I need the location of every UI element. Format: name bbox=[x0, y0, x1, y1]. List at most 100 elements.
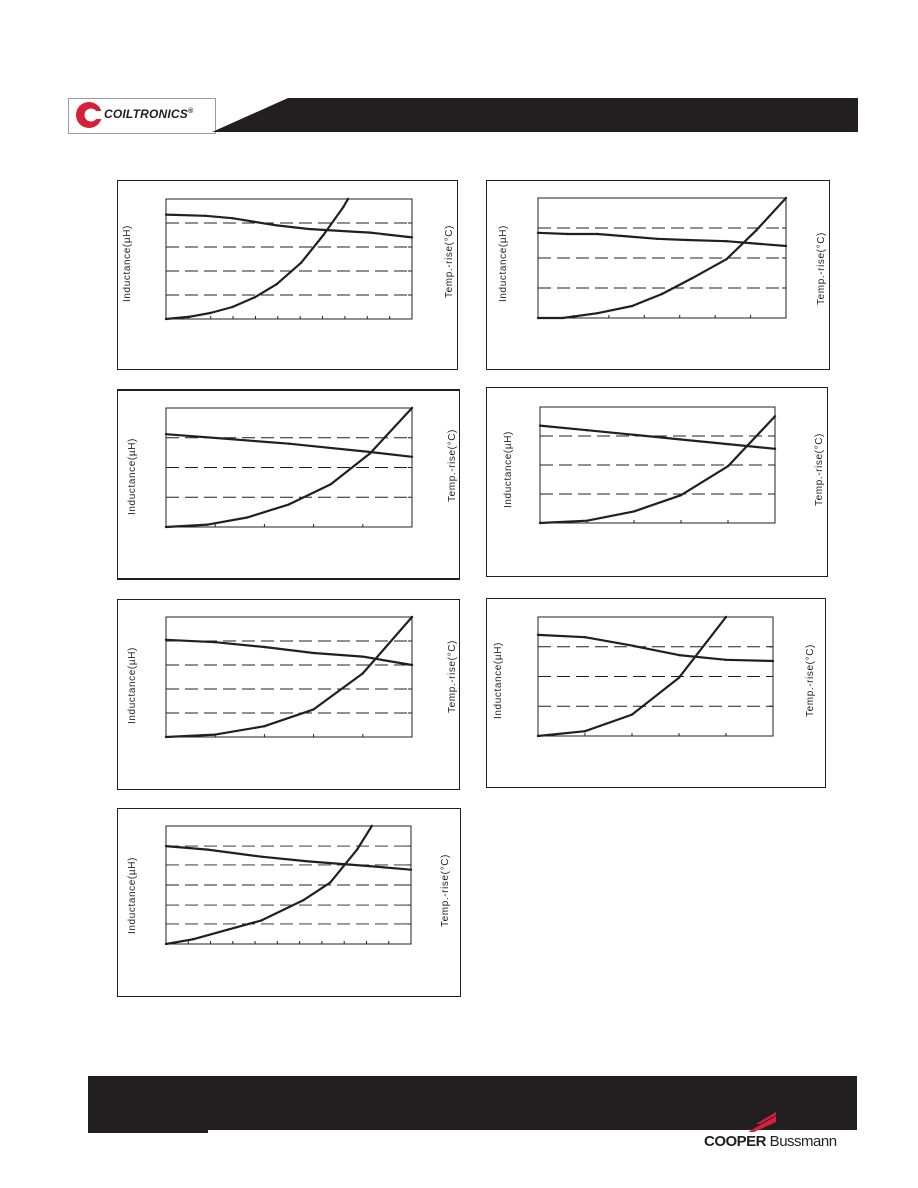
inductance-point bbox=[164, 213, 168, 216]
inductance-point bbox=[410, 236, 414, 239]
chart-panel-1: Inductance(µH) Temp.-rise(°C) bbox=[117, 180, 458, 370]
chart-panel-4: Inductance(µH) Temp.-rise(°C) bbox=[486, 387, 828, 577]
temperature-point bbox=[583, 730, 587, 733]
chart-panel-2: Inductance(µH) Temp.-rise(°C) bbox=[486, 180, 830, 370]
inductance-point bbox=[725, 240, 728, 243]
inductance-point bbox=[204, 214, 207, 217]
temperature-point bbox=[536, 316, 540, 320]
temperature-point bbox=[214, 733, 217, 736]
y2-axis-label: Temp.-rise(°C) bbox=[816, 232, 827, 305]
inductance-curve bbox=[537, 633, 774, 663]
inductance-point bbox=[410, 455, 414, 458]
footer-banner bbox=[88, 1076, 857, 1130]
inductance-point bbox=[410, 663, 414, 667]
temperature-point bbox=[355, 848, 359, 851]
inductance-curve bbox=[165, 638, 413, 667]
temperature-point bbox=[312, 708, 315, 711]
temperature-point bbox=[538, 521, 542, 525]
inductance-point bbox=[538, 424, 542, 427]
temperature-point bbox=[209, 311, 212, 315]
temperature-point bbox=[690, 277, 693, 280]
y-axis-label: Inductance(µH) bbox=[127, 647, 138, 724]
inductance-point bbox=[231, 217, 234, 220]
temperature-point bbox=[368, 452, 372, 455]
temperature-point bbox=[189, 315, 192, 318]
inductance-point bbox=[630, 644, 634, 647]
company-bold-text: COOPER bbox=[704, 1133, 767, 1150]
temperature-curve bbox=[165, 825, 373, 946]
y-axis-label: Inductance(µH) bbox=[493, 642, 504, 719]
temperature-point bbox=[164, 525, 168, 529]
chart-panel-7: Inductance(µH) Temp.-rise(°C) bbox=[117, 808, 461, 997]
chart-plot-5 bbox=[164, 615, 414, 739]
temperature-point bbox=[679, 493, 683, 497]
inductance-point bbox=[164, 844, 168, 848]
inductance-point bbox=[263, 645, 266, 649]
inductance-point bbox=[655, 237, 659, 240]
inductance-curve bbox=[539, 424, 776, 450]
inductance-point bbox=[346, 230, 350, 233]
y2-axis-label: Temp.-rise(°C) bbox=[805, 644, 816, 717]
cooper-bussmann-mark-icon bbox=[748, 1112, 776, 1132]
brand-name: COILTRONICS® bbox=[104, 107, 193, 121]
header-banner bbox=[212, 98, 858, 132]
temperature-point bbox=[631, 304, 634, 308]
inductance-point bbox=[226, 437, 229, 441]
coiltronics-logo: COILTRONICS® bbox=[68, 98, 216, 134]
y-axis-label: Inductance(µH) bbox=[127, 438, 138, 515]
inductance-point bbox=[164, 432, 168, 436]
temperature-point bbox=[410, 406, 414, 410]
inductance-point bbox=[206, 848, 209, 851]
temperature-point bbox=[726, 464, 730, 468]
inductance-point bbox=[536, 231, 540, 234]
chart-panel-3: Inductance(µH) Temp.-rise(°C) bbox=[117, 389, 460, 580]
temperature-point bbox=[725, 258, 728, 261]
inductance-point bbox=[306, 860, 310, 863]
plot-frame bbox=[165, 616, 413, 738]
temperature-point bbox=[561, 316, 564, 320]
y2-axis-label: Temp.-rise(°C) bbox=[444, 225, 455, 298]
inductance-point bbox=[536, 633, 540, 637]
temperature-point bbox=[226, 928, 229, 932]
inductance-curve bbox=[537, 231, 787, 248]
temperature-point bbox=[660, 292, 664, 296]
temperature-point bbox=[164, 317, 168, 321]
inductance-point bbox=[214, 641, 217, 644]
plot-frame bbox=[165, 198, 413, 320]
cooper-bussmann-logo: COOPER Bussmann bbox=[704, 1112, 860, 1152]
temperature-curve bbox=[165, 616, 413, 739]
temperature-point bbox=[245, 516, 249, 519]
temperature-curve bbox=[165, 198, 349, 321]
temperature-point bbox=[361, 672, 364, 675]
chart-panel-6: Inductance(µH) Temp.-rise(°C) bbox=[486, 598, 826, 788]
chart-plot-1 bbox=[164, 197, 414, 321]
registered-mark: ® bbox=[187, 108, 194, 115]
temperature-point bbox=[191, 938, 195, 941]
inductance-point bbox=[685, 238, 688, 242]
brand-text: COILTRONICS bbox=[104, 107, 188, 121]
coiltronics-c-icon bbox=[76, 102, 104, 128]
inductance-point bbox=[260, 855, 263, 858]
temperature-point bbox=[329, 482, 333, 486]
inductance-point bbox=[726, 442, 730, 446]
company-regular-text: Bussmann bbox=[766, 1133, 837, 1150]
temperature-point bbox=[536, 734, 540, 738]
inductance-point bbox=[566, 232, 569, 236]
temperature-point bbox=[632, 510, 636, 513]
temperature-point bbox=[784, 196, 788, 200]
y-axis-label: Inductance(µH) bbox=[503, 431, 514, 508]
inductance-point bbox=[585, 429, 589, 432]
inductance-point bbox=[773, 447, 777, 450]
temperature-point bbox=[724, 615, 728, 619]
y2-axis-label: Temp.-rise(°C) bbox=[814, 433, 825, 506]
inductance-point bbox=[724, 658, 728, 662]
temperature-point bbox=[287, 503, 291, 506]
temperature-point bbox=[263, 725, 266, 728]
temperature-point bbox=[322, 233, 325, 237]
inductance-point bbox=[409, 868, 413, 871]
inductance-point bbox=[368, 231, 372, 234]
y2-axis-label: Temp.-rise(°C) bbox=[447, 429, 458, 502]
temperature-point bbox=[410, 615, 414, 619]
chart-panel-5: Inductance(µH) Temp.-rise(°C) bbox=[117, 599, 460, 790]
inductance-point bbox=[771, 659, 775, 663]
